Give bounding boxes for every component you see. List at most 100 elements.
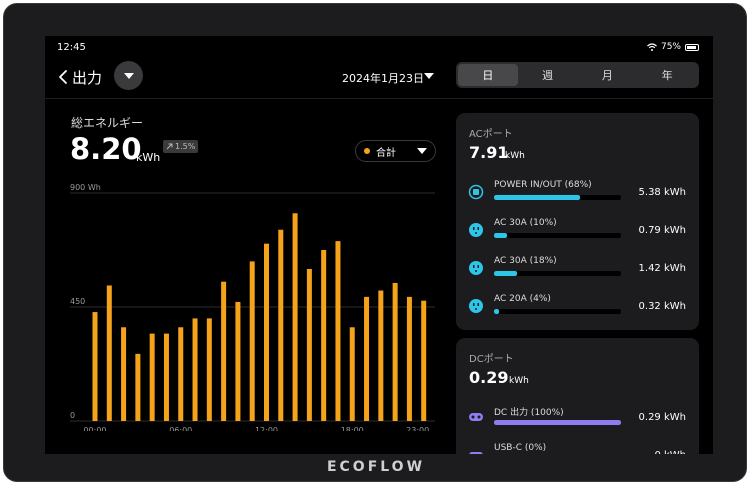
date-dropdown-icon[interactable]	[424, 73, 434, 79]
port-name: POWER IN/OUT (68%)	[494, 180, 592, 190]
tab-week[interactable]: 週	[542, 69, 554, 82]
port-progress-fill	[494, 195, 581, 200]
trend-up-arrow-icon	[166, 143, 173, 150]
port-value: 0.29 kWh	[638, 412, 686, 423]
bar-hour-0[interactable]	[92, 312, 98, 421]
bar-hour-3[interactable]	[135, 353, 141, 421]
port-progress-fill	[494, 271, 517, 276]
bar-hour-15[interactable]	[306, 269, 312, 421]
port-progress-track	[494, 271, 621, 276]
tablet-frame: 12:45 75% 出力 2024年1月23日 日 週 月 年 総エネルギー	[3, 3, 747, 482]
bar-hour-10[interactable]	[235, 301, 241, 421]
change-badge: 1.5%	[163, 140, 199, 153]
bar-hour-23[interactable]	[421, 300, 427, 421]
dc-card-title: DCポート	[469, 354, 514, 365]
ac-ports-card: ACポート 7.91 kWh POWER IN/OUT (68%) 5.38 kW…	[456, 113, 699, 330]
port-row[interactable]: USB-C (0%) 0 kWh	[468, 443, 690, 454]
bar-hour-4[interactable]	[149, 333, 155, 421]
bar-hour-11[interactable]	[249, 261, 255, 421]
tab-month[interactable]: 月	[601, 69, 613, 82]
series-filter-label: 合計	[376, 147, 396, 159]
port-value: 0.79 kWh	[638, 225, 686, 236]
chevron-down-icon	[123, 72, 134, 79]
period-segmented-control: 日 週 月 年	[456, 62, 699, 88]
port-progress-fill	[494, 420, 621, 425]
ac-card-title: ACポート	[469, 129, 513, 140]
bar-hour-6[interactable]	[178, 327, 184, 421]
bar-hour-2[interactable]	[121, 327, 127, 421]
back-chevron-icon[interactable]	[57, 69, 71, 85]
power-inout-icon	[468, 184, 484, 200]
port-progress-track	[494, 309, 621, 314]
energy-bar-chart: 900 Wh 450 0 00:00 06:00 12:00 18:00 23:00	[70, 183, 435, 431]
tab-day[interactable]: 日	[458, 64, 518, 86]
bar-hour-22[interactable]	[406, 296, 412, 421]
bar-hour-21[interactable]	[392, 282, 398, 421]
total-energy-unit: kWh	[136, 151, 161, 164]
ac-outlet-icon	[469, 261, 483, 275]
port-row[interactable]: AC 30A (18%) 1.42 kWh	[468, 256, 690, 286]
ac-outlet-icon	[469, 299, 483, 313]
ac-card-unit: kWh	[505, 151, 525, 161]
port-value: 0.32 kWh	[638, 301, 686, 312]
page-title: 出力	[72, 69, 103, 87]
port-name: USB-C (0%)	[494, 443, 547, 453]
port-row[interactable]: AC 30A (10%) 0.79 kWh	[468, 218, 690, 248]
port-row[interactable]: POWER IN/OUT (68%) 5.38 kWh	[468, 180, 690, 210]
port-progress-track	[494, 233, 621, 238]
x-tick-label: 12:00	[255, 426, 278, 431]
port-row[interactable]: DC 出力 (100%) 0.29 kWh	[468, 405, 690, 435]
battery-icon	[685, 43, 699, 51]
bar-hour-18[interactable]	[349, 327, 355, 421]
mode-dropdown-button[interactable]	[114, 61, 143, 90]
port-value: 0 kWh	[654, 450, 686, 454]
y-tick-label: 900 Wh	[70, 183, 101, 192]
port-progress-fill	[494, 309, 500, 314]
bar-hour-7[interactable]	[192, 318, 198, 421]
port-name: DC 出力 (100%)	[494, 408, 564, 418]
chevron-down-icon	[417, 148, 427, 154]
bar-hour-1[interactable]	[106, 285, 112, 421]
battery-percent: 75%	[660, 42, 681, 52]
port-progress-fill	[494, 233, 507, 238]
port-name: AC 20A (4%)	[494, 294, 551, 304]
dc-ports-card: DCポート 0.29 kWh DC 出力 (100%) 0.29 kWh USB-C…	[456, 338, 699, 454]
x-tick-label: 18:00	[341, 426, 364, 431]
ac-outlet-icon	[469, 223, 483, 237]
status-time: 12:45	[57, 42, 86, 53]
x-tick-label: 00:00	[83, 426, 106, 431]
port-value: 5.38 kWh	[638, 187, 686, 198]
series-dot-icon	[364, 148, 370, 154]
total-energy-value: 8.20	[70, 132, 142, 166]
bar-hour-20[interactable]	[378, 290, 384, 421]
port-name: AC 30A (10%)	[494, 218, 557, 228]
date-selector[interactable]: 2024年1月23日	[342, 72, 424, 85]
tab-year[interactable]: 年	[661, 69, 673, 82]
change-value: 1.5%	[175, 142, 196, 151]
dc-output-icon	[469, 413, 483, 421]
header-divider	[45, 98, 713, 99]
bar-hour-14[interactable]	[292, 213, 298, 421]
y-tick-label: 0	[70, 411, 75, 420]
bar-hour-8[interactable]	[206, 318, 212, 421]
bar-hour-16[interactable]	[321, 250, 327, 421]
x-tick-label: 23:00	[406, 426, 429, 431]
port-progress-track	[494, 420, 621, 425]
ac-card-value: 7.91	[469, 143, 509, 162]
dc-card-unit: kWh	[509, 376, 529, 386]
bar-hour-9[interactable]	[221, 281, 227, 421]
total-energy-label: 総エネルギー	[71, 116, 144, 130]
y-tick-label: 450	[70, 297, 85, 306]
bar-hour-13[interactable]	[278, 229, 284, 421]
status-bar-right: 75%	[647, 42, 699, 52]
series-filter-dropdown[interactable]: 合計	[355, 140, 436, 162]
usb-c-icon	[469, 452, 483, 454]
bar-hour-5[interactable]	[163, 333, 169, 421]
port-row[interactable]: AC 20A (4%) 0.32 kWh	[468, 294, 690, 324]
bar-hour-17[interactable]	[335, 241, 341, 421]
wifi-icon	[647, 43, 657, 51]
ecoflow-logo: ECOFLOW	[326, 459, 426, 475]
bar-hour-19[interactable]	[364, 296, 370, 421]
screen: 12:45 75% 出力 2024年1月23日 日 週 月 年 総エネルギー	[45, 36, 713, 454]
bar-hour-12[interactable]	[264, 243, 269, 421]
